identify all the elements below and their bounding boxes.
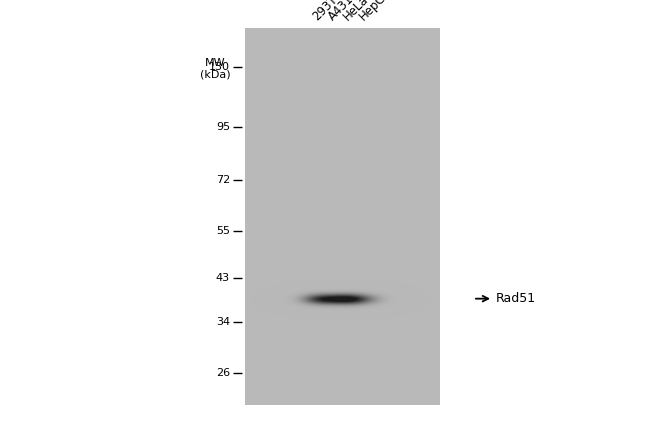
- Text: 43: 43: [216, 273, 230, 283]
- Text: 130: 130: [209, 62, 230, 73]
- Text: 95: 95: [216, 122, 230, 132]
- Text: MW
(kDa): MW (kDa): [200, 58, 230, 80]
- Text: 26: 26: [216, 368, 230, 378]
- Text: A431: A431: [326, 0, 356, 23]
- Text: 72: 72: [216, 175, 230, 185]
- Text: Rad51: Rad51: [496, 292, 536, 305]
- Text: HeLa: HeLa: [341, 0, 371, 23]
- Text: 34: 34: [216, 317, 230, 327]
- Text: 55: 55: [216, 226, 230, 236]
- Text: 293T: 293T: [310, 0, 340, 23]
- Text: HepG2: HepG2: [357, 0, 395, 23]
